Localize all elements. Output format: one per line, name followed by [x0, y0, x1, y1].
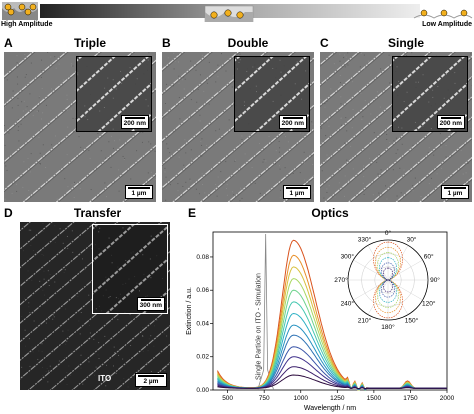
- panel-title-transfer: Transfer: [73, 206, 122, 220]
- polar-lobe-4: [379, 257, 397, 303]
- ito-label: ITO: [98, 374, 112, 383]
- x-tick-label-1750: 1750: [403, 395, 418, 402]
- polar-angle-label-0: 0°: [385, 229, 392, 237]
- polar-lobe-3: [377, 252, 399, 308]
- x-tick-label-2000: 2000: [440, 395, 455, 402]
- x-tick-label-750: 750: [259, 395, 270, 402]
- inset-scale-bar-transfer: 300 nm: [136, 297, 165, 311]
- panel-letter-b: B: [162, 36, 171, 50]
- panel-letter-c: C: [320, 36, 329, 50]
- inset-scale-bar-triple: 200 nm: [120, 115, 149, 129]
- optics-extinction-chart: Single Particle on ITO - Simulation 500 75…: [186, 229, 455, 412]
- sem-image-single: 200 nm 1 µm: [320, 52, 472, 202]
- panel-title-double: Double: [227, 36, 269, 50]
- inset-transfer: 300 nm: [92, 224, 168, 314]
- polar-angle-label-300: 300°: [341, 253, 355, 261]
- x-tick-label-1500: 1500: [367, 395, 382, 402]
- polar-angle-label-180: 180°: [381, 323, 395, 331]
- polar-angle-label-210: 210°: [358, 317, 372, 325]
- panel-letter-a: A: [4, 36, 13, 50]
- x-tick-label-500: 500: [222, 395, 233, 402]
- scale-bar-triple: 1 µm: [125, 185, 153, 199]
- polar-angle-label-270: 270°: [334, 276, 348, 284]
- high-amplitude-label: High Amplitude: [1, 21, 53, 28]
- scale-bar-transfer: 2 µm: [135, 373, 167, 387]
- sem-image-double: 200 nm 1 µm: [162, 52, 314, 202]
- single-particle-icon: [413, 9, 473, 19]
- y-tick-label-0: 0.00: [196, 387, 209, 394]
- panel-title-triple: Triple: [73, 36, 106, 50]
- x-tick-label-1000: 1000: [294, 395, 309, 402]
- polar-angle-label-30: 30°: [407, 235, 417, 243]
- y-tick-label-0.02: 0.02: [196, 354, 209, 361]
- y-axis-title: Extinction / a.u.: [186, 287, 193, 335]
- polar-lobe-1: [373, 241, 403, 319]
- amplitude-gradient-bar: [2, 2, 473, 23]
- polar-angle-label-330: 330°: [358, 235, 372, 243]
- polar-angle-label-90: 90°: [430, 276, 440, 284]
- inset-single: 200 nm: [392, 56, 468, 132]
- sem-image-triple: 200 nm 1 µm: [4, 52, 156, 202]
- polar-lobe-2: [375, 246, 401, 314]
- panel-title-single: Single: [387, 36, 424, 50]
- inset-scale-bar-double: 200 nm: [278, 115, 307, 129]
- panel-letter-d: D: [4, 206, 13, 220]
- polar-lobe-6: [383, 267, 393, 293]
- scale-bar-single: 1 µm: [441, 185, 469, 199]
- polar-angle-label-60: 60°: [424, 253, 434, 261]
- panel-letter-e: E: [188, 206, 197, 220]
- y-tick-label-0.08: 0.08: [196, 254, 209, 261]
- polar-angle-label-150: 150°: [405, 317, 419, 325]
- polar-lobe-5: [381, 262, 395, 298]
- simulation-annotation: Single Particle on ITO - Simulation: [256, 273, 263, 380]
- panel-title-optics: Optics: [311, 206, 349, 220]
- sem-image-transfer: 300 nm ITO 2 µm: [20, 222, 170, 390]
- x-axis-title: Wavelength / nm: [304, 405, 356, 412]
- x-tick-label-1250: 1250: [330, 395, 345, 402]
- polar-angle-label-120: 120°: [422, 300, 436, 308]
- low-amplitude-label: Low Amplitude: [422, 21, 472, 28]
- spectrum-series-13: [217, 374, 447, 390]
- double-particle-icon: [204, 5, 254, 23]
- inset-texture-triple: [77, 57, 151, 131]
- inset-scale-bar-single: 200 nm: [436, 115, 465, 129]
- y-tick-label-0.06: 0.06: [196, 287, 209, 294]
- amplitude-banner: High Amplitude Low Amplitude: [0, 0, 474, 32]
- scale-bar-double: 1 µm: [283, 185, 311, 199]
- triple-particle-icon: [2, 2, 38, 20]
- polar-angle-label-240: 240°: [341, 300, 355, 308]
- inset-triple: 200 nm: [76, 56, 152, 132]
- polar-inset: 0° 30° 60° 90° 120° 150° 180° 210° 240° 270° 300° 3…: [334, 229, 440, 331]
- y-tick-label-0.04: 0.04: [196, 320, 209, 327]
- inset-double: 200 nm: [234, 56, 310, 132]
